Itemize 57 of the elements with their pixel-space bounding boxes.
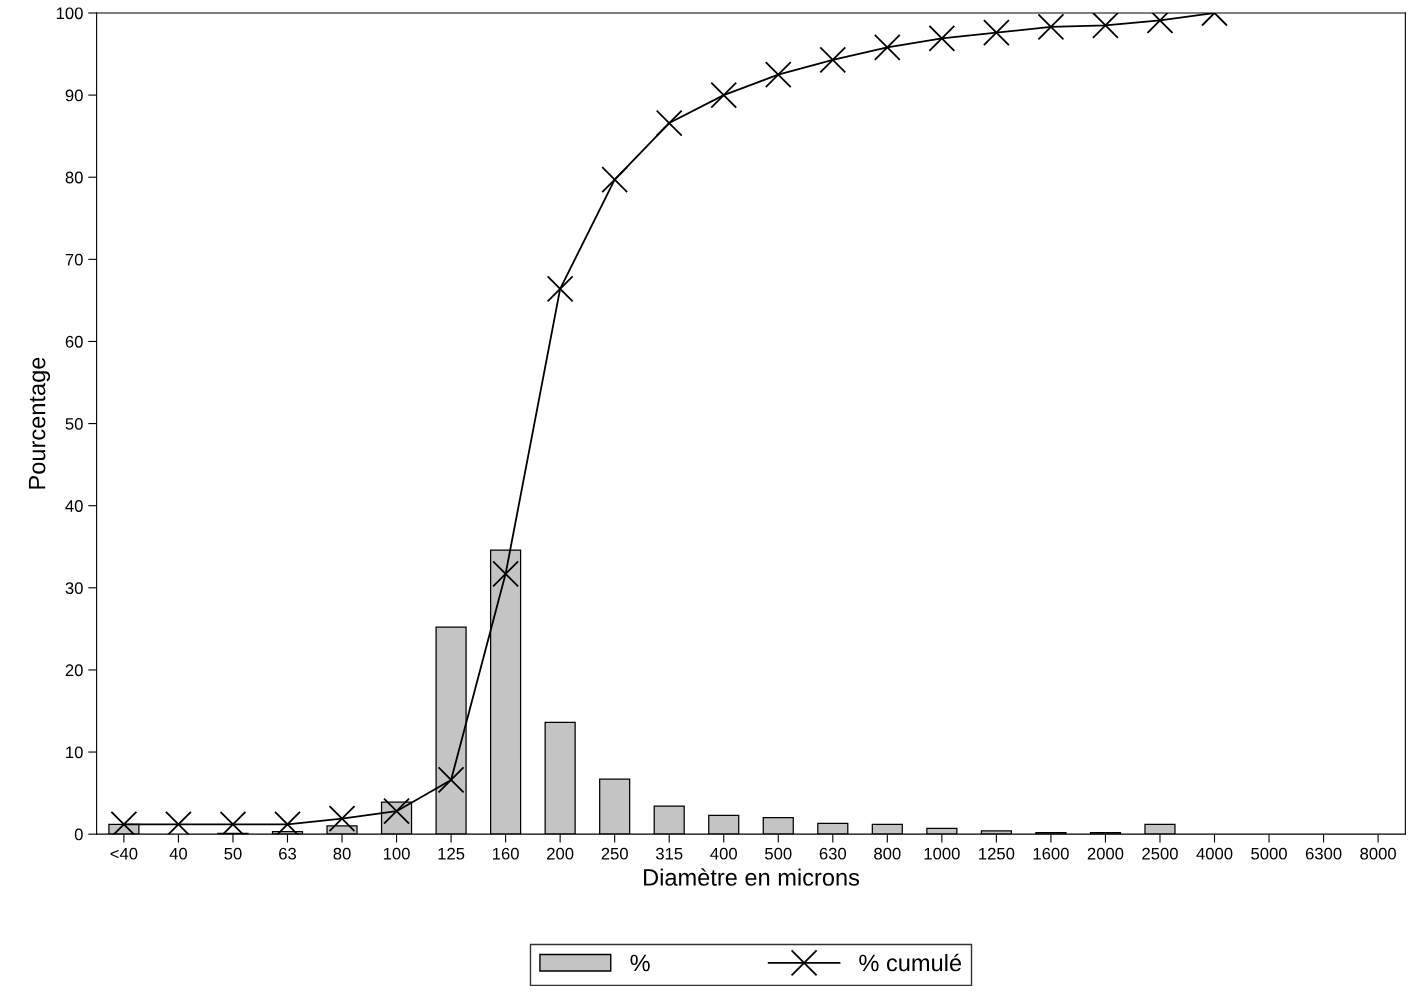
point bbox=[764, 61, 792, 88]
y-tick-label: 10 bbox=[66, 746, 83, 759]
x-tick-label: 80 bbox=[333, 847, 351, 860]
x-tick-label: 4000 bbox=[1196, 847, 1233, 860]
x-tick-label: 40 bbox=[169, 847, 188, 860]
point bbox=[710, 81, 738, 109]
x-tick-label: 100 bbox=[383, 847, 410, 860]
x-tick-label: <40 bbox=[110, 847, 138, 860]
point bbox=[1092, 12, 1119, 39]
point bbox=[546, 275, 574, 303]
y-tick-label: 50 bbox=[65, 417, 83, 430]
x-axis-title: Diamètre en microns bbox=[644, 868, 860, 886]
y-axis-title: Pourcentage bbox=[28, 357, 51, 489]
x-tick-label: 2500 bbox=[1142, 847, 1178, 860]
x-tick-label: 5000 bbox=[1251, 847, 1287, 860]
point bbox=[492, 560, 520, 588]
y-tick-label: 30 bbox=[65, 582, 83, 595]
x-tick-label: 250 bbox=[601, 847, 628, 860]
x-tick-label: 50 bbox=[224, 847, 242, 860]
x-tick-label: 630 bbox=[819, 847, 847, 860]
x-tick-label: 125 bbox=[438, 847, 465, 860]
x-tick-label: 2000 bbox=[1087, 847, 1124, 860]
x-tick-label: 315 bbox=[655, 847, 683, 860]
legend-label: % cumulé bbox=[859, 953, 962, 972]
point bbox=[274, 810, 301, 835]
y-tick-label: 40 bbox=[65, 500, 83, 512]
x-tick-label: 1600 bbox=[1033, 847, 1069, 860]
point bbox=[655, 109, 683, 137]
x-tick-label: 6300 bbox=[1305, 847, 1342, 860]
x-tick-label: 8000 bbox=[1360, 847, 1396, 860]
x-tick-label: 800 bbox=[874, 847, 901, 860]
point bbox=[219, 810, 247, 835]
x-tick-label: 160 bbox=[492, 847, 519, 860]
y-tick-label: 60 bbox=[65, 335, 83, 348]
x-tick-label: 63 bbox=[279, 847, 297, 860]
point bbox=[601, 166, 629, 194]
y-tick-label: 100 bbox=[56, 7, 83, 20]
x-tick-label: 500 bbox=[765, 847, 792, 860]
point bbox=[165, 810, 192, 835]
point bbox=[982, 19, 1010, 47]
point bbox=[328, 805, 356, 832]
legend-label: % bbox=[630, 954, 650, 972]
y-tick-label: 20 bbox=[65, 664, 83, 677]
point bbox=[819, 46, 847, 74]
x-tick-label: 400 bbox=[710, 847, 737, 860]
y-tick-label: 0 bbox=[74, 828, 83, 841]
point bbox=[928, 25, 956, 52]
x-tick-label: 1000 bbox=[924, 847, 960, 860]
point bbox=[1037, 13, 1065, 41]
point bbox=[110, 810, 138, 835]
point bbox=[873, 34, 901, 61]
y-tick-label: 70 bbox=[65, 253, 83, 266]
x-tick-label: 1250 bbox=[979, 847, 1015, 860]
y-tick-label: 80 bbox=[65, 171, 83, 184]
y-tick-label: 90 bbox=[65, 89, 83, 102]
point bbox=[437, 766, 465, 794]
x-tick-label: 200 bbox=[547, 847, 574, 860]
